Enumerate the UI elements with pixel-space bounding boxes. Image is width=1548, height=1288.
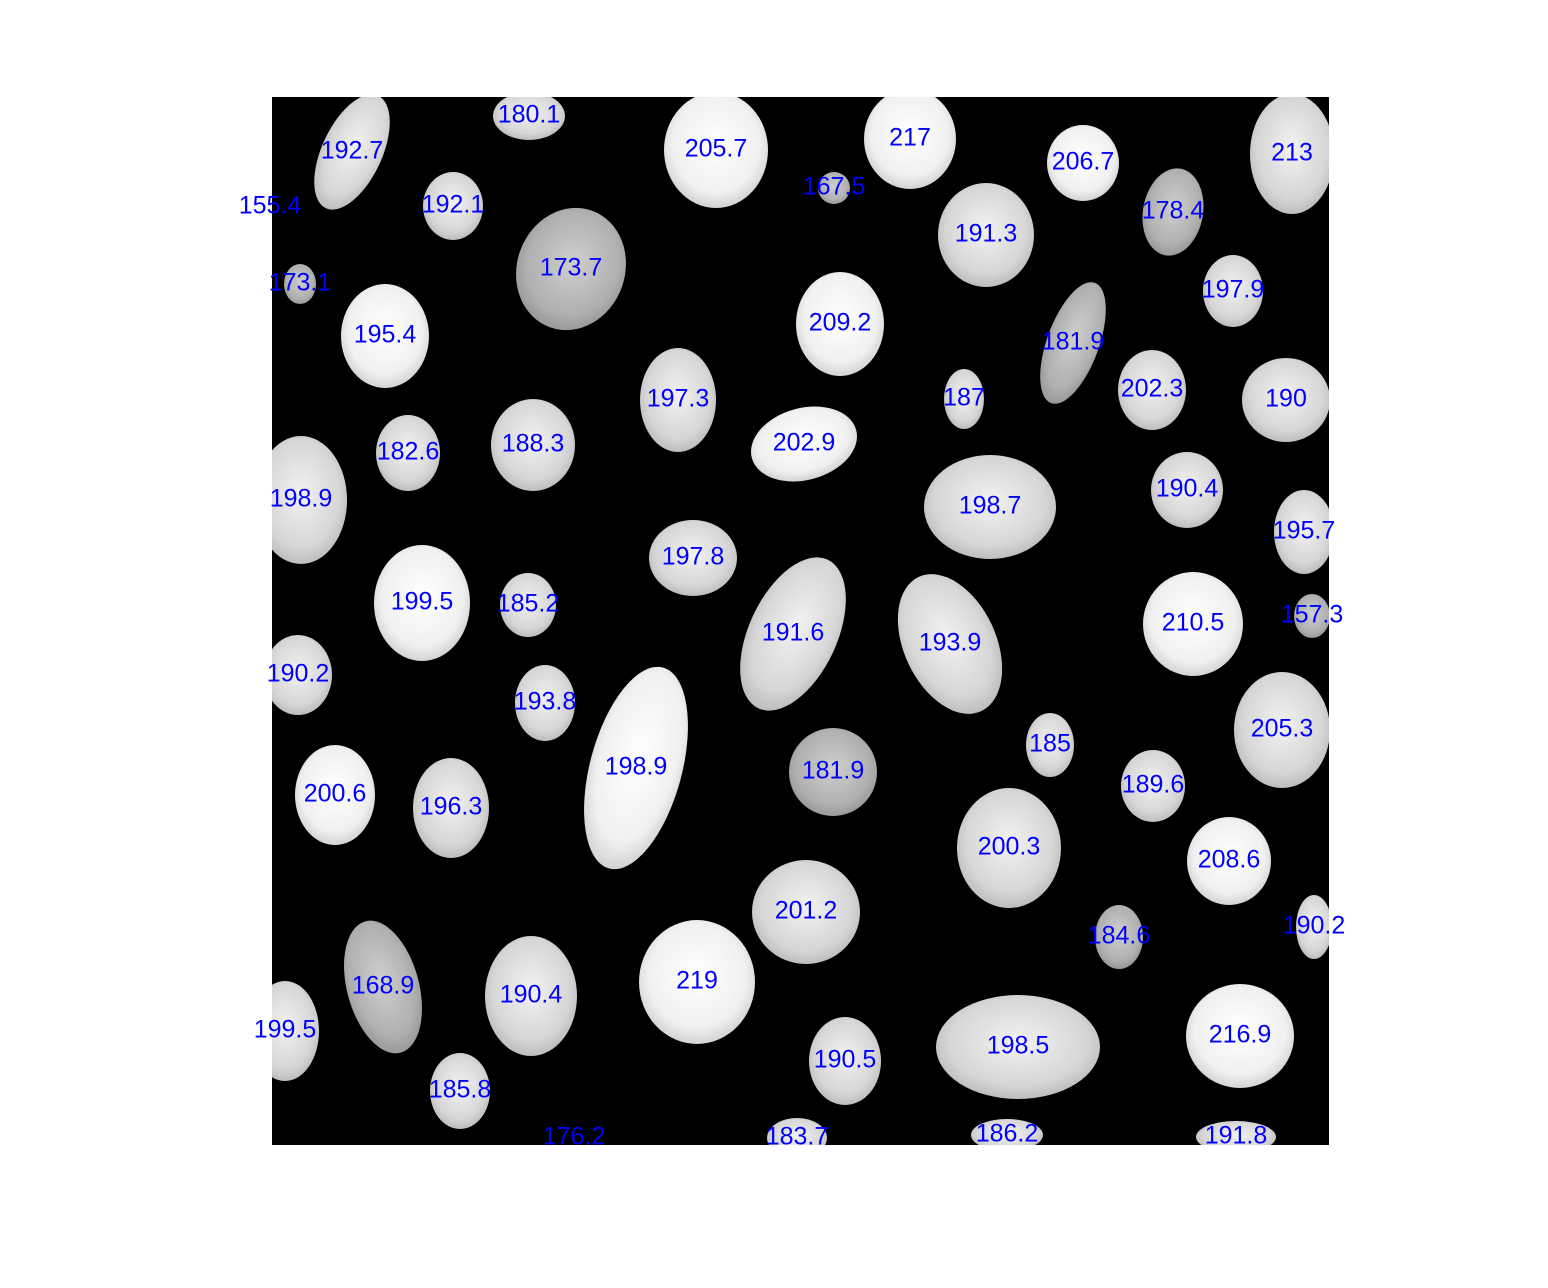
cell-intensity-label: 185 [1029,730,1071,758]
cell-intensity-label: 173.7 [540,254,603,282]
cell-intensity-label: 213 [1271,139,1313,167]
cell-intensity-label: 192.7 [321,137,384,165]
cell-intensity-label: 167.5 [803,173,866,201]
cell-intensity-label: 197.9 [1202,276,1265,304]
cell-intensity-label: 198.9 [605,753,668,781]
cell-intensity-label: 202.9 [773,429,836,457]
cell-intensity-label: 199.5 [391,588,454,616]
cell-intensity-label: 197.8 [662,543,725,571]
cell-intensity-label: 191.3 [955,220,1018,248]
cell-intensity-label: 190.4 [500,981,563,1009]
cell-intensity-label: 157.3 [1281,601,1344,629]
cell-intensity-label: 168.9 [352,972,415,1000]
cell-intensity-label: 186.2 [976,1120,1039,1148]
cell-intensity-label: 198.7 [959,492,1022,520]
cell-intensity-label: 181.9 [802,757,865,785]
cell-intensity-label: 184.6 [1088,922,1151,950]
cell-intensity-label: 178.4 [1142,197,1205,225]
cell-intensity-label: 189.6 [1122,771,1185,799]
cell-intensity-label: 190.5 [814,1046,877,1074]
cell-intensity-label: 190 [1265,385,1307,413]
cell-intensity-label: 216.9 [1209,1021,1272,1049]
cell-intensity-label: 198.5 [987,1032,1050,1060]
cell-intensity-label: 219 [676,967,718,995]
cell-intensity-label: 217 [889,124,931,152]
cell-intensity-label: 182.6 [377,438,440,466]
cell-intensity-label: 187 [943,384,985,412]
cell-intensity-label: 197.3 [647,385,710,413]
cell-intensity-label: 205.7 [685,135,748,163]
cell-intensity-label: 205.3 [1251,715,1314,743]
cell-intensity-label: 155.4 [239,192,302,220]
cell-intensity-label: 200.6 [304,780,367,808]
cell-intensity-label: 176.2 [543,1123,606,1151]
cell-intensity-label: 191.6 [762,619,825,647]
cell-intensity-label: 192.1 [422,191,485,219]
cell-intensity-label: 190.2 [267,660,330,688]
cell-intensity-label: 199.5 [254,1016,317,1044]
cell-intensity-label: 201.2 [775,897,838,925]
cell-intensity-label: 196.3 [420,793,483,821]
cell-intensity-label: 185.8 [429,1076,492,1104]
cell-intensity-label: 188.3 [502,430,565,458]
cell-intensity-label: 191.8 [1205,1122,1268,1150]
cell-intensity-label: 173.1 [269,269,332,297]
cell-intensity-label: 190.4 [1156,475,1219,503]
cell-intensity-label: 210.5 [1162,609,1225,637]
cell-intensity-label: 185.2 [497,590,560,618]
cell-intensity-label: 193.8 [514,688,577,716]
cell-intensity-label: 208.6 [1198,846,1261,874]
cell-intensity-label: 202.3 [1121,375,1184,403]
cell-intensity-label: 209.2 [809,309,872,337]
cell-intensity-label: 183.7 [766,1123,829,1151]
cell-intensity-label: 193.9 [919,629,982,657]
cell-intensity-label: 181.9 [1042,328,1105,356]
cell-intensity-label: 206.7 [1052,148,1115,176]
cell-intensity-label: 195.4 [354,321,417,349]
cell-intensity-label: 190.2 [1283,912,1346,940]
cell-intensity-label: 200.3 [978,833,1041,861]
cell-intensity-label: 198.9 [270,485,333,513]
cell-intensity-label: 195.7 [1273,517,1336,545]
cell-intensity-label: 180.1 [498,101,561,129]
